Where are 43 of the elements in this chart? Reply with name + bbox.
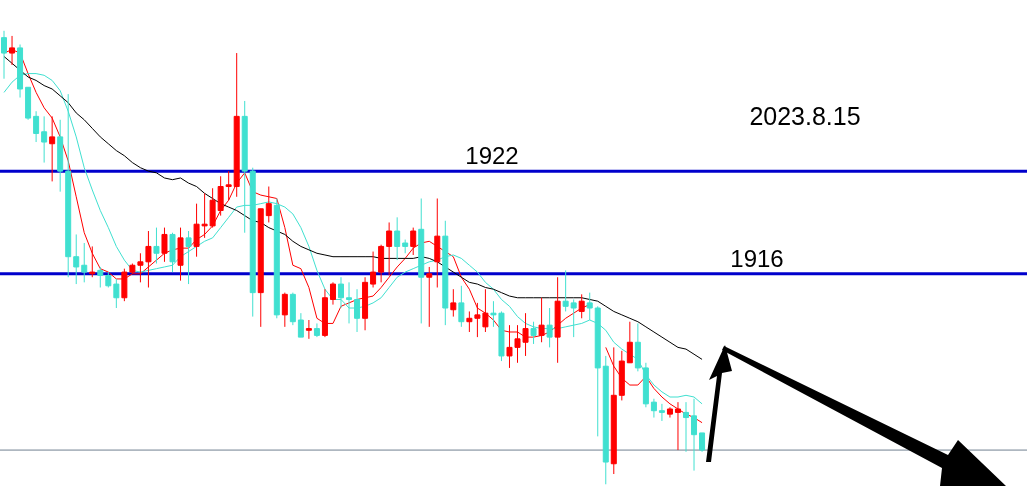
- candlestick: [81, 242, 88, 283]
- candlestick: [161, 227, 168, 263]
- candlestick: [562, 269, 569, 312]
- candlestick: [386, 221, 393, 277]
- candlestick: [338, 276, 344, 309]
- candlestick: [450, 288, 457, 318]
- candlestick: [346, 281, 353, 324]
- candlestick: [699, 432, 706, 453]
- candlestick: [650, 398, 657, 419]
- candlestick: [410, 227, 417, 256]
- ref-line-label: 1916: [730, 244, 784, 272]
- candlestick: [185, 230, 192, 285]
- candlestick: [626, 321, 633, 364]
- candlestick: [538, 297, 545, 343]
- candlestick: [89, 245, 96, 278]
- candlestick: [578, 293, 585, 319]
- candlestick: [458, 285, 465, 328]
- candlestick: [1, 30, 8, 80]
- candlestick: [153, 227, 160, 265]
- candlestick: [113, 278, 120, 309]
- candlestick: [426, 266, 433, 328]
- candlestick: [73, 233, 80, 285]
- text: 2023.8.15: [749, 102, 861, 130]
- candlestick: [281, 292, 288, 328]
- candlestick: [329, 281, 336, 306]
- candlestick: [354, 288, 361, 333]
- ref-line-label: 1922: [465, 142, 519, 170]
- candlestick: [658, 403, 665, 422]
- candlestick: [546, 307, 553, 348]
- candlestick: [305, 319, 312, 340]
- candlestick: [49, 115, 56, 182]
- candlestick: [586, 292, 593, 321]
- candlestick: [530, 321, 537, 345]
- candlestick: [41, 115, 48, 164]
- candlestick: [570, 298, 577, 338]
- candlestick: [370, 251, 377, 288]
- candlestick: [683, 401, 689, 453]
- candlestick: [225, 170, 232, 201]
- candlestick: [265, 186, 272, 223]
- candlestick: [97, 266, 104, 288]
- candlestick: [297, 312, 304, 338]
- candlestick: [33, 110, 40, 143]
- candlestick: [394, 216, 401, 261]
